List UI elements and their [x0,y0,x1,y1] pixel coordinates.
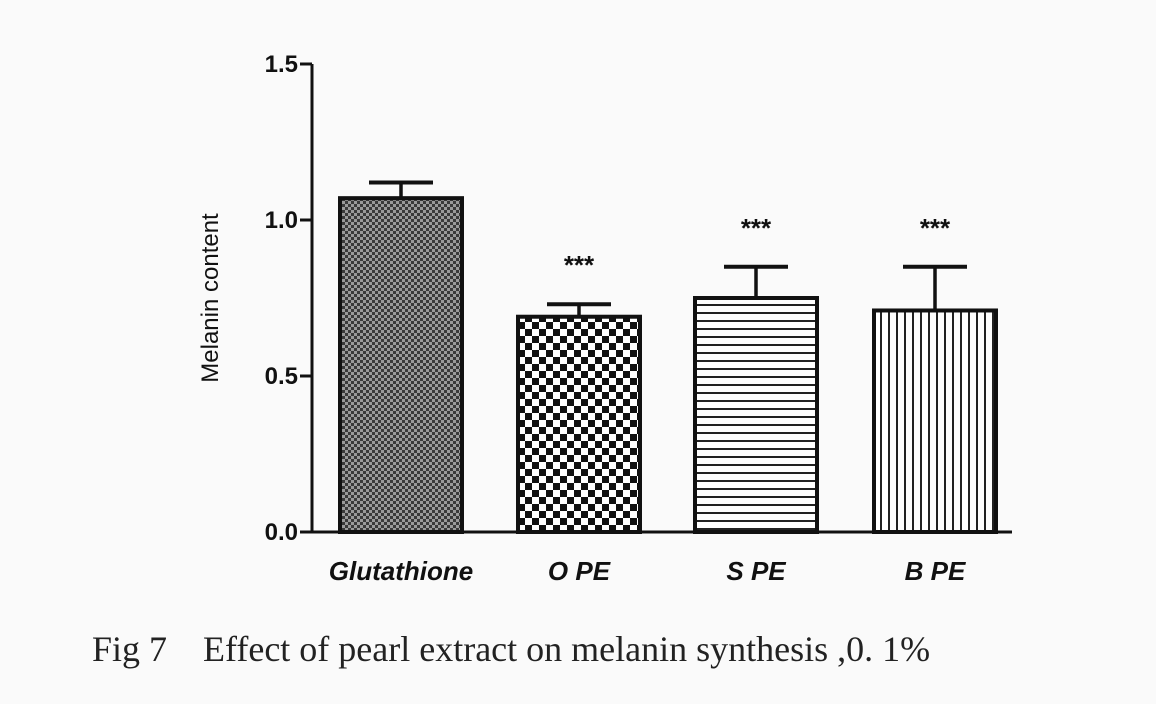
y-axis-label: Melanin content [197,213,224,383]
significance-label: *** [564,250,595,280]
bar-chart: 0.0 0.5 1.0 1.5 *** *** *** Glutathione O PE S … [197,51,1012,586]
bars-group: *** *** *** [338,180,998,535]
y-tick-label: 1.5 [265,51,298,78]
significance-label: *** [920,213,951,243]
bar [693,296,819,534]
bar [872,308,998,535]
category-labels: Glutathione O PE S PE B PE [329,556,966,586]
y-axis: 0.0 0.5 1.0 1.5 [265,51,314,546]
y-tick-label: 0.5 [265,363,298,390]
y-tick-label: 1.0 [265,207,298,234]
x-tick-label: Glutathione [329,556,473,586]
significance-label: *** [741,213,772,243]
bar [516,314,642,534]
x-tick-label: O PE [548,556,611,586]
x-tick-label: B PE [905,556,966,586]
y-tick-label: 0.0 [265,519,298,546]
x-tick-label: S PE [726,556,786,586]
figure-caption: Fig 7 Effect of pearl extract on melanin… [92,629,931,669]
bar [338,196,464,534]
